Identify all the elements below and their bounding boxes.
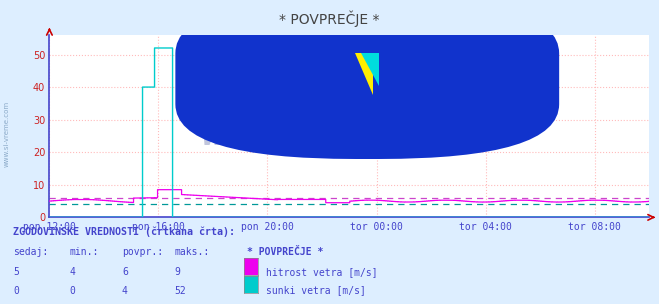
Text: 5: 5 xyxy=(13,267,19,277)
Polygon shape xyxy=(361,53,380,86)
Text: 4: 4 xyxy=(122,285,128,295)
Text: 6: 6 xyxy=(122,267,128,277)
Text: 52: 52 xyxy=(175,285,186,295)
Text: 9: 9 xyxy=(175,267,181,277)
Text: 4: 4 xyxy=(69,267,75,277)
Text: povpr.:: povpr.: xyxy=(122,247,163,257)
Text: ZGODOVINSKE VREDNOSTI (črtkana črta):: ZGODOVINSKE VREDNOSTI (črtkana črta): xyxy=(13,226,235,237)
Text: maks.:: maks.: xyxy=(175,247,210,257)
Text: 0: 0 xyxy=(13,285,19,295)
Text: sunki vetra [m/s]: sunki vetra [m/s] xyxy=(266,285,366,295)
Text: hitrost vetra [m/s]: hitrost vetra [m/s] xyxy=(266,267,377,277)
Text: sedaj:: sedaj: xyxy=(13,247,48,257)
Text: www.si-vreme.com: www.si-vreme.com xyxy=(3,101,10,167)
Text: www.si-vreme.com: www.si-vreme.com xyxy=(201,123,498,151)
Text: 0: 0 xyxy=(69,285,75,295)
Text: * POVPREČJE *: * POVPREČJE * xyxy=(279,11,380,27)
Text: * POVPREČJE *: * POVPREČJE * xyxy=(247,247,324,257)
Text: min.:: min.: xyxy=(69,247,99,257)
Polygon shape xyxy=(355,53,373,95)
FancyBboxPatch shape xyxy=(175,0,559,159)
